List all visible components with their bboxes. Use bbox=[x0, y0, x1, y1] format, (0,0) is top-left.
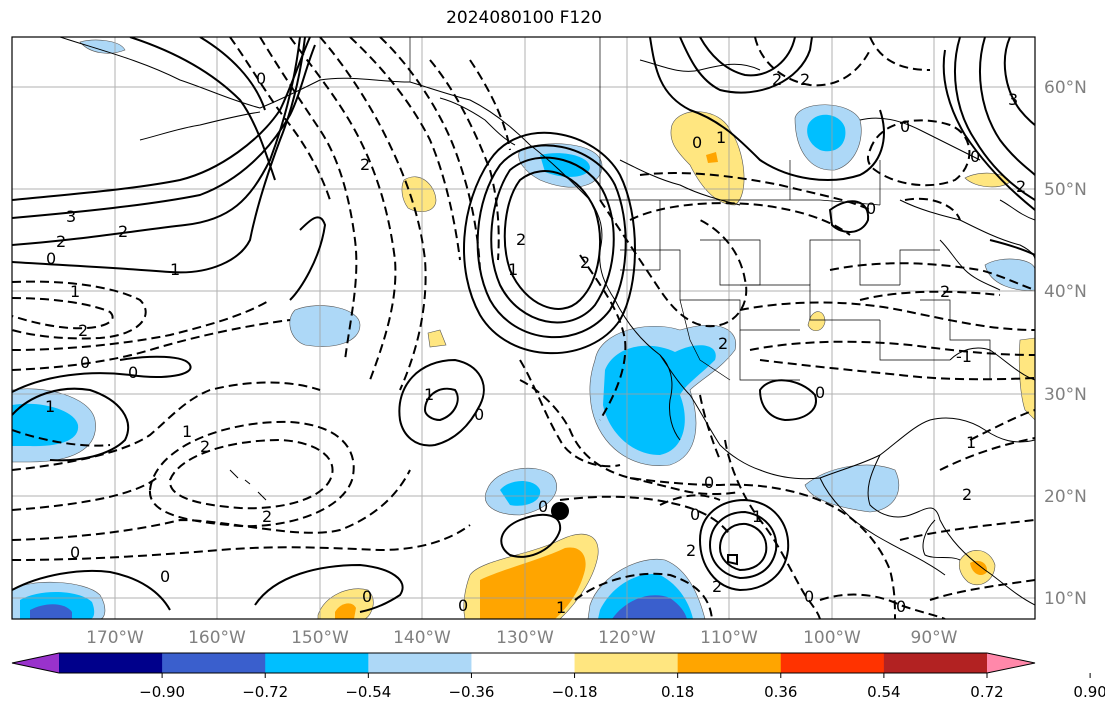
contour-label: 0 bbox=[900, 117, 910, 136]
colorbar: −0.90 −0.72 −0.54 −0.36 −0.18 0.18 0.36 0.54 0.7… bbox=[11, 652, 1105, 701]
contour-label: 2 bbox=[686, 541, 696, 560]
map-plot-area bbox=[12, 37, 1035, 619]
colorbar-extension-low bbox=[12, 653, 59, 673]
colorbar-tick-label: −0.36 bbox=[448, 683, 494, 701]
negative-contours bbox=[12, 37, 1035, 619]
contour-label: 2 bbox=[712, 577, 722, 596]
map-title: 2024080100 F120 bbox=[446, 8, 602, 28]
contour-label: 2 bbox=[78, 321, 88, 340]
contour-label: 0 bbox=[896, 597, 906, 616]
contour-label: 1 bbox=[424, 385, 434, 404]
lat-label: 50°N bbox=[1044, 180, 1087, 200]
colorbar-tick-label: −0.90 bbox=[139, 683, 185, 701]
colorbar-tick-label: 0.54 bbox=[867, 683, 900, 701]
colorbar-segment bbox=[471, 653, 576, 673]
storm-center-marker bbox=[551, 502, 569, 520]
contour-label: 2 bbox=[800, 70, 810, 89]
contour-label: 2 bbox=[962, 485, 972, 504]
contour-label: 0 bbox=[474, 405, 484, 424]
lon-label: 110°W bbox=[700, 628, 758, 648]
contour-label: 2 bbox=[772, 70, 782, 89]
contour-label: 2 bbox=[718, 334, 728, 353]
longitude-labels: 170°W 160°W 150°W 140°W 130°W 120°W 110°… bbox=[86, 628, 958, 648]
contour-label: 1 bbox=[966, 433, 976, 452]
colorbar-tick-label: −0.18 bbox=[552, 683, 598, 701]
colorbar-tick-label: −0.54 bbox=[345, 683, 391, 701]
contour-label: 0 bbox=[256, 69, 266, 88]
colorbar-tick-label: 0.90 bbox=[1073, 683, 1105, 701]
contour-label: 2 bbox=[940, 282, 950, 301]
lon-label: 160°W bbox=[188, 628, 246, 648]
lon-label: 150°W bbox=[291, 628, 349, 648]
contour-label: 0 bbox=[70, 543, 80, 562]
colorbar-segment bbox=[59, 653, 163, 673]
contour-label: 1 bbox=[752, 507, 762, 526]
contour-label: 1 bbox=[170, 260, 180, 279]
lat-label: 10°N bbox=[1044, 589, 1087, 609]
colorbar-tick-label: 0.72 bbox=[970, 683, 1003, 701]
colorbar-segment bbox=[368, 653, 472, 673]
colorbar-segment bbox=[677, 653, 782, 673]
contour-label: 0 bbox=[160, 567, 170, 586]
lat-label: 60°N bbox=[1044, 78, 1087, 98]
map-frame bbox=[11, 36, 1036, 620]
contour-label: 0 bbox=[46, 249, 56, 268]
lat-label: 40°N bbox=[1044, 282, 1087, 302]
lon-label: 120°W bbox=[598, 628, 656, 648]
lat-label: 20°N bbox=[1044, 487, 1087, 507]
contour-label: 3 bbox=[66, 207, 76, 226]
contour-label: 0 bbox=[458, 596, 468, 615]
colorbar-tick-label: 0.18 bbox=[661, 683, 694, 701]
contour-label: 0 bbox=[690, 505, 700, 524]
colorbar-segment bbox=[265, 653, 369, 673]
contour-label: 2 bbox=[118, 222, 128, 241]
contour-label: 1 bbox=[716, 128, 726, 147]
colorbar-segment bbox=[780, 653, 885, 673]
lon-label: 100°W bbox=[803, 628, 861, 648]
lon-label: 170°W bbox=[86, 628, 144, 648]
lon-label: 130°W bbox=[496, 628, 554, 648]
contour-label: 2 bbox=[516, 230, 526, 249]
colorbar-segment bbox=[162, 653, 266, 673]
contour-label: 0 bbox=[128, 363, 138, 382]
contour-label: 0 bbox=[970, 147, 980, 166]
colorbar-extension-high bbox=[987, 653, 1035, 673]
contour-label: 2 bbox=[1016, 177, 1026, 196]
contour-label: 0 bbox=[692, 133, 702, 152]
lat-label: 30°N bbox=[1044, 385, 1087, 405]
contour-label: -1 bbox=[956, 347, 972, 366]
latitude-labels: 60°N 50°N 40°N 30°N 20°N 10°N bbox=[1044, 78, 1087, 609]
lon-label: 90°W bbox=[911, 628, 958, 648]
colorbar-segment bbox=[883, 653, 988, 673]
contour-label: 3 bbox=[1008, 90, 1018, 109]
contour-labels: 3 2 0 2 1 1 2 0 0 1 1 2 2 0 0 0 0 2 2 1 … bbox=[45, 69, 1026, 617]
contour-label: 0 bbox=[804, 587, 814, 606]
contour-label: 1 bbox=[508, 260, 518, 279]
lon-label: 140°W bbox=[393, 628, 451, 648]
contour-label: 0 bbox=[866, 199, 876, 218]
contour-label: 1 bbox=[556, 598, 566, 617]
shaded-anomalies bbox=[12, 39, 1035, 619]
contour-label: 2 bbox=[56, 232, 66, 251]
colorbar-tick-label: −0.72 bbox=[242, 683, 288, 701]
contour-label: 0 bbox=[80, 353, 90, 372]
contour-label: 0 bbox=[538, 497, 548, 516]
contour-label: 1 bbox=[182, 422, 192, 441]
contour-label: 2 bbox=[200, 437, 210, 456]
contour-label: 2 bbox=[360, 155, 370, 174]
colorbar-segment bbox=[574, 653, 679, 673]
contour-label: 1 bbox=[70, 282, 80, 301]
contour-label: 0 bbox=[704, 473, 714, 492]
contour-label: 0 bbox=[815, 383, 825, 402]
contour-label: 1 bbox=[45, 397, 55, 416]
contour-label: 0 bbox=[362, 587, 372, 606]
colorbar-tick-label: 0.36 bbox=[764, 683, 797, 701]
contour-label: 2 bbox=[262, 507, 272, 526]
contour-label: 2 bbox=[580, 253, 590, 272]
